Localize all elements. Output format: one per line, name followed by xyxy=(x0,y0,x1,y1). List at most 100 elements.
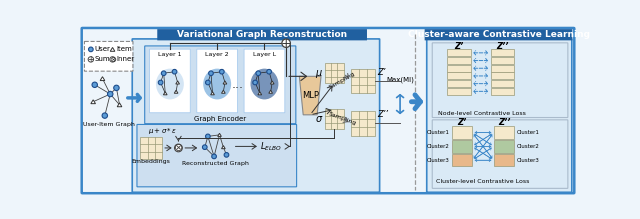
FancyBboxPatch shape xyxy=(157,29,367,40)
FancyBboxPatch shape xyxy=(137,124,296,187)
Bar xyxy=(491,65,514,72)
Text: Embeddings: Embeddings xyxy=(132,159,171,164)
FancyBboxPatch shape xyxy=(427,39,572,192)
Circle shape xyxy=(172,69,177,74)
Bar xyxy=(494,140,514,153)
Circle shape xyxy=(175,144,182,152)
Circle shape xyxy=(205,134,210,139)
Polygon shape xyxy=(100,77,105,81)
Text: ⊗: ⊗ xyxy=(109,55,116,64)
Text: Layer 2: Layer 2 xyxy=(205,52,229,57)
Ellipse shape xyxy=(204,69,231,99)
Bar xyxy=(452,126,472,139)
Circle shape xyxy=(202,145,207,150)
FancyBboxPatch shape xyxy=(196,49,237,113)
Ellipse shape xyxy=(250,69,278,99)
Text: Z’’: Z’’ xyxy=(498,118,510,127)
Bar xyxy=(140,137,162,159)
Ellipse shape xyxy=(156,69,184,99)
Bar xyxy=(447,72,470,79)
Text: μ: μ xyxy=(316,68,322,78)
Bar xyxy=(491,80,514,87)
Text: User: User xyxy=(95,46,111,52)
Text: Cluster2: Cluster2 xyxy=(427,144,450,149)
Polygon shape xyxy=(223,81,227,84)
Circle shape xyxy=(205,80,210,85)
FancyBboxPatch shape xyxy=(432,120,568,188)
Bar xyxy=(447,65,470,72)
Text: Z’: Z’ xyxy=(454,42,463,51)
Text: Cluster1: Cluster1 xyxy=(427,130,450,135)
Circle shape xyxy=(220,69,224,74)
FancyBboxPatch shape xyxy=(145,46,296,124)
FancyBboxPatch shape xyxy=(425,29,572,40)
Text: Graph Encoder: Graph Encoder xyxy=(194,116,246,122)
Bar xyxy=(351,69,374,93)
Circle shape xyxy=(92,82,97,88)
Polygon shape xyxy=(211,92,214,95)
FancyBboxPatch shape xyxy=(82,28,574,193)
Bar xyxy=(447,80,470,87)
Text: Variational Graph Reconstruction: Variational Graph Reconstruction xyxy=(177,30,347,39)
Text: Inner: Inner xyxy=(116,56,134,62)
FancyBboxPatch shape xyxy=(244,49,285,113)
Text: Sum: Sum xyxy=(95,56,110,62)
Polygon shape xyxy=(174,90,178,93)
Text: Sampling: Sampling xyxy=(327,111,356,126)
Polygon shape xyxy=(221,146,225,149)
Text: Node-level Contrastive Loss: Node-level Contrastive Loss xyxy=(438,111,526,116)
Bar xyxy=(447,88,470,95)
Text: Z’’: Z’’ xyxy=(377,110,388,119)
Text: User-Item Graph: User-Item Graph xyxy=(83,122,134,127)
Bar xyxy=(494,154,514,166)
FancyBboxPatch shape xyxy=(150,49,190,113)
Circle shape xyxy=(282,39,291,48)
Polygon shape xyxy=(221,90,225,93)
Circle shape xyxy=(209,71,213,76)
Text: +: + xyxy=(88,55,94,64)
Bar xyxy=(494,126,514,139)
Bar xyxy=(351,111,374,136)
Bar xyxy=(491,49,514,56)
Bar xyxy=(452,154,472,166)
Text: +: + xyxy=(281,37,291,50)
FancyBboxPatch shape xyxy=(84,41,133,71)
Text: Cluster3: Cluster3 xyxy=(516,158,540,163)
Text: Z’: Z’ xyxy=(458,118,467,127)
Polygon shape xyxy=(91,100,95,104)
Text: Reconstructed Graph: Reconstructed Graph xyxy=(182,161,249,166)
Text: MLP: MLP xyxy=(301,91,319,100)
Text: σ: σ xyxy=(316,115,322,124)
Text: Layer 1: Layer 1 xyxy=(158,52,182,57)
Text: Item: Item xyxy=(116,46,132,52)
Text: Z’: Z’ xyxy=(377,68,385,77)
FancyBboxPatch shape xyxy=(432,43,568,118)
Circle shape xyxy=(114,85,119,91)
Circle shape xyxy=(267,69,271,74)
Circle shape xyxy=(108,91,113,97)
Polygon shape xyxy=(218,133,221,136)
Circle shape xyxy=(212,154,216,159)
Text: Max(MI): Max(MI) xyxy=(386,77,414,83)
Bar xyxy=(325,110,344,129)
Text: ⊗: ⊗ xyxy=(173,143,183,153)
Polygon shape xyxy=(110,48,115,51)
Circle shape xyxy=(88,57,93,62)
Polygon shape xyxy=(300,76,321,115)
Polygon shape xyxy=(176,81,179,84)
Text: Sampling: Sampling xyxy=(328,71,356,90)
Bar xyxy=(447,57,470,64)
Bar xyxy=(491,72,514,79)
Text: ...: ... xyxy=(231,78,243,90)
Polygon shape xyxy=(270,81,274,84)
Text: Cluster3: Cluster3 xyxy=(427,158,450,163)
FancyBboxPatch shape xyxy=(132,39,380,192)
Circle shape xyxy=(161,71,166,76)
Polygon shape xyxy=(269,90,273,93)
Polygon shape xyxy=(117,103,122,107)
Text: Cluster2: Cluster2 xyxy=(516,144,540,149)
Circle shape xyxy=(253,80,257,85)
Text: Cluster-level Contrastive Loss: Cluster-level Contrastive Loss xyxy=(436,179,529,184)
Circle shape xyxy=(88,47,93,52)
Text: $L_{ELBO}$: $L_{ELBO}$ xyxy=(260,140,282,153)
